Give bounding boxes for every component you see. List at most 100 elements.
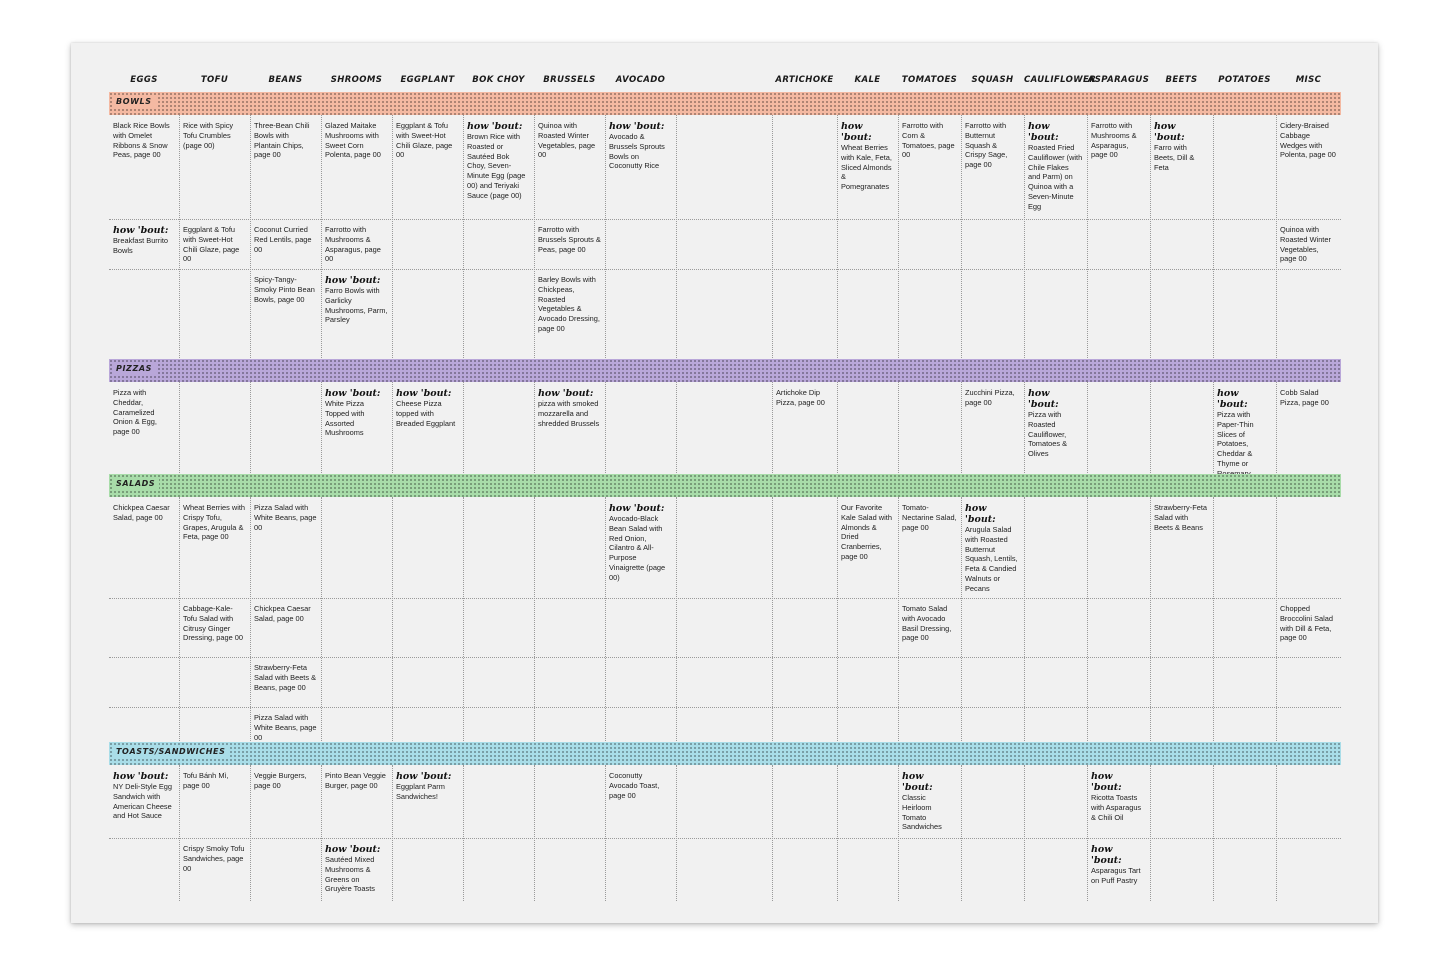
category-label-bowls: BOWLS (112, 96, 156, 107)
recipe-cell: Cabbage-Kale-Tofu Salad with Citrusy Gin… (183, 604, 246, 643)
column-divider (463, 765, 464, 901)
recipe-text: Glazed Maitake Mushrooms with Sweet Corn… (325, 121, 381, 160)
column-header-beets: BEETS (1165, 75, 1198, 85)
column-header-eggplant: EGGPLANT (400, 75, 455, 85)
recipe-text: Eggplant & Tofu with Sweet-Hot Chili Gla… (183, 225, 240, 264)
column-header-artichoke: ARTICHOKE (775, 75, 834, 85)
column-divider (463, 382, 464, 475)
column-divider (321, 382, 322, 475)
recipe-cell: how 'bout: Farro Bowls with Garlicky Mush… (325, 275, 388, 325)
recipe-cell: Black Rice Bowls with Omelet Ribbons & S… (113, 121, 175, 160)
column-divider (1150, 765, 1151, 901)
recipe-text: Asparagus Tart on Puff Pastry (1091, 866, 1141, 885)
category-band-toasts: TOASTS/SANDWICHES (109, 742, 1341, 765)
column-divider (1087, 497, 1088, 753)
recipe-cell: how 'bout: NY Deli-Style Egg Sandwich wit… (113, 771, 175, 821)
recipe-cell: Strawberry-Feta Salad with Beets & Beans (1154, 503, 1209, 532)
recipe-text: Avocado-Black Bean Salad with Red Onion,… (609, 514, 666, 582)
recipe-cell: how 'bout: White Pizza Topped with Assort… (325, 388, 388, 438)
how-bout-label: how 'bout: (396, 388, 452, 399)
how-bout-label: how 'bout: (325, 388, 381, 399)
column-divider (1276, 497, 1277, 753)
recipe-text: Brown Rice with Roasted or Sautéed Bok C… (467, 132, 526, 200)
recipe-text: Farrotto with Mushrooms & Asparagus, pag… (1091, 121, 1137, 160)
recipe-text: Eggplant & Tofu with Sweet-Hot Chili Gla… (396, 121, 453, 160)
column-header-asparagus: ASPARAGUS (1087, 75, 1150, 85)
category-band-bowls: BOWLS (109, 92, 1341, 115)
recipe-cell: Cobb Salad Pizza, page 00 (1280, 388, 1337, 408)
recipe-cell: Strawberry-Feta Salad with Beets & Beans… (254, 663, 317, 692)
how-bout-label: how 'bout: (113, 771, 169, 782)
recipe-cell: Chickpea Caesar Salad, page 00 (113, 503, 175, 523)
recipe-cell: how 'bout: Eggplant Parm Sandwiches! (396, 771, 459, 802)
recipe-grid: EGGS TOFU BEANS SHROOMS EGGPLANT BOK CHOY BRUS… (71, 43, 1378, 923)
recipe-text: Eggplant Parm Sandwiches! (396, 782, 445, 801)
column-divider (392, 382, 393, 475)
column-divider (1150, 382, 1151, 475)
recipe-cell: Crispy Smoky Tofu Sandwiches, page 00 (183, 844, 246, 873)
how-bout-label: how 'bout: (325, 275, 381, 286)
column-divider (772, 497, 773, 753)
recipe-cell: how 'bout: Farro with Beets, Dill & Feta (1154, 121, 1209, 172)
recipe-text: Tofu Bánh Mì, page 00 (183, 771, 229, 790)
row-divider (109, 838, 1341, 839)
how-bout-label: how 'bout: (396, 771, 452, 782)
recipe-text: Quinoa with Roasted Winter Vegetables, p… (1280, 225, 1331, 264)
column-divider (1087, 382, 1088, 475)
recipe-cell: Artichoke Dip Pizza, page 00 (776, 388, 833, 408)
recipe-cell: Zucchini Pizza, page 00 (965, 388, 1020, 408)
column-header-squash: SQUASH (971, 75, 1014, 85)
recipe-cell: Tomato-Nectarine Salad, page 00 (902, 503, 957, 532)
column-header-potatoes: POTATOES (1218, 75, 1271, 85)
column-divider (250, 115, 251, 360)
column-divider (898, 765, 899, 901)
column-header-avocado: AVOCADO (615, 75, 666, 85)
recipe-text: Farro Bowls with Garlicky Mushrooms, Par… (325, 286, 388, 325)
column-divider (392, 765, 393, 901)
recipe-text: Chickpea Caesar Salad, page 00 (113, 503, 170, 522)
column-divider (534, 382, 535, 475)
recipe-cell: how 'bout: Roasted Fried Cauliflower (wit… (1028, 121, 1083, 212)
recipe-text: Sautéed Mixed Mushrooms & Greens on Gruy… (325, 855, 375, 894)
recipe-text: Quinoa with Roasted Winter Vegetables, p… (538, 121, 596, 160)
column-header-tomatoes: TOMATOES (901, 75, 958, 85)
recipe-cell: Quinoa with Roasted Winter Vegetables, p… (1280, 225, 1337, 264)
column-divider (1213, 497, 1214, 753)
column-header-kale: KALE (854, 75, 881, 85)
recipe-text: Pizza with Paper-Thin Slices of Potatoes… (1217, 410, 1254, 478)
row-divider (109, 219, 1341, 220)
recipe-text: Our Favorite Kale Salad with Almonds & D… (841, 503, 892, 561)
recipe-cell: how 'bout: Cheese Pizza topped with Bread… (396, 388, 459, 428)
column-divider (837, 115, 838, 360)
recipe-cell: Three-Bean Chili Bowls with Plantain Chi… (254, 121, 317, 160)
column-divider (961, 765, 962, 901)
recipe-text: Breakfast Burrito Bowls (113, 236, 169, 255)
recipe-text: Veggie Burgers, page 00 (254, 771, 307, 790)
recipe-cell: Pizza Salad with White Beans, page 00 (254, 713, 317, 742)
recipe-text: Three-Bean Chili Bowls with Plantain Chi… (254, 121, 310, 160)
recipe-text: Wheat Berries with Crispy Tofu, Grapes, … (183, 503, 246, 542)
column-divider (534, 115, 535, 360)
column-divider (772, 765, 773, 901)
recipe-cell: how 'bout: Sautéed Mixed Mushrooms & Gree… (325, 844, 388, 894)
recipe-cell: Farrotto with Mushrooms & Asparagus, pag… (1091, 121, 1146, 160)
recipe-cell: Glazed Maitake Mushrooms with Sweet Corn… (325, 121, 388, 160)
recipe-text: Pinto Bean Veggie Burger, page 00 (325, 771, 386, 790)
column-header-blank (676, 75, 772, 89)
recipe-text: White Pizza Topped with Assorted Mushroo… (325, 399, 365, 438)
column-divider (961, 497, 962, 753)
recipe-text: Farro with Beets, Dill & Feta (1154, 143, 1195, 172)
category-band-salads: SALADS (109, 474, 1341, 497)
column-divider (321, 497, 322, 753)
recipe-cell: how 'bout: Avocado-Black Bean Salad with … (609, 503, 672, 583)
column-divider (676, 765, 677, 901)
recipe-text: pizza with smoked mozzarella and shredde… (538, 399, 600, 428)
recipe-text: Strawberry-Feta Salad with Beets & Beans (1154, 503, 1207, 532)
column-divider (898, 382, 899, 475)
column-divider (1213, 765, 1214, 901)
column-divider (772, 115, 773, 360)
row-divider (109, 707, 1341, 708)
recipe-cell: how 'bout: pizza with smoked mozzarella a… (538, 388, 601, 428)
column-divider (179, 115, 180, 360)
column-divider (1024, 765, 1025, 901)
